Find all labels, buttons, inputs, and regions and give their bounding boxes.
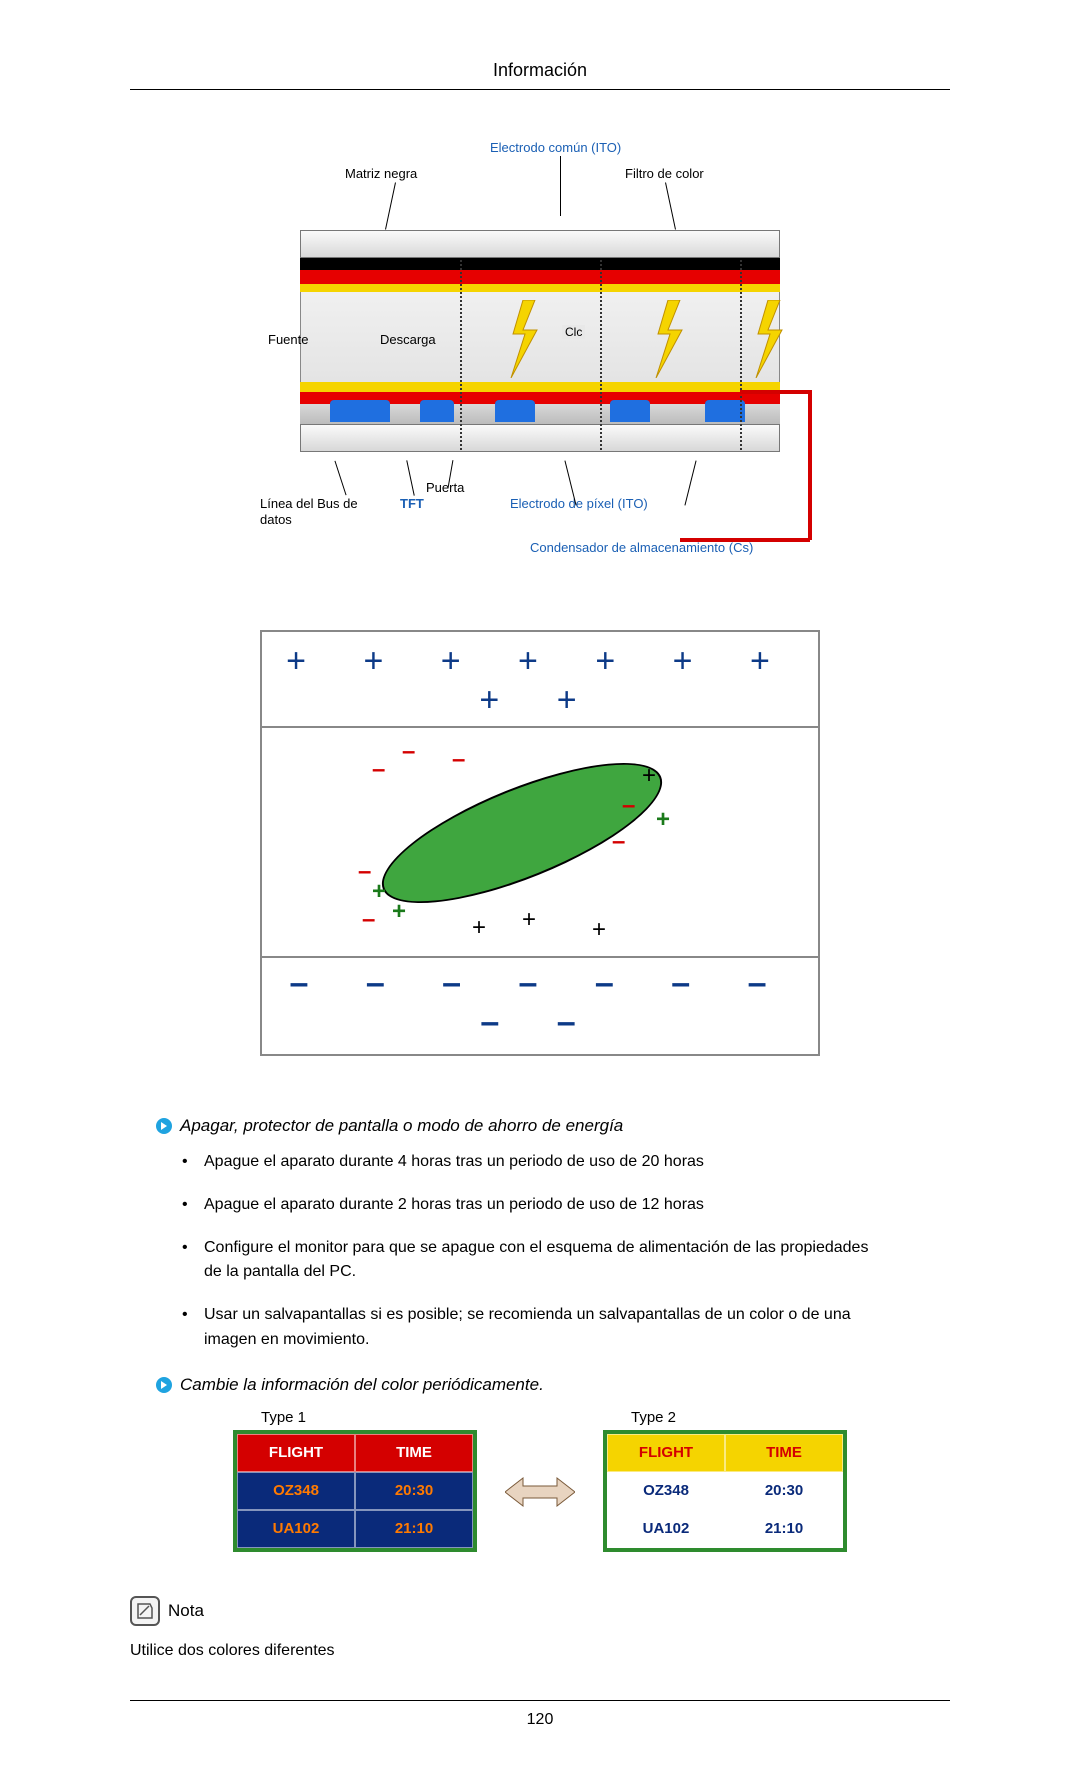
charge-symbol: – [612, 828, 625, 856]
label-condensador: Condensador de almacenamiento (Cs) [530, 540, 753, 555]
clc-bolt-icon [505, 300, 543, 378]
layer-ito-common [300, 284, 780, 292]
label-puerta: Puerta [426, 480, 464, 495]
type2-caption: Type 2 [631, 1409, 847, 1426]
note-icon [130, 1596, 160, 1626]
nota-heading: Nota [130, 1596, 950, 1626]
tft-electrode [705, 400, 745, 422]
list-item: Configure el monitor para que se apague … [176, 1236, 890, 1286]
tft-electrode [610, 400, 650, 422]
page-header-title: Información [130, 60, 950, 90]
tft-electrode [495, 400, 535, 422]
layer-stack: Clc [300, 230, 780, 470]
label-fuente: Fuente [268, 332, 308, 347]
charge-symbol: – [402, 738, 415, 766]
page-footer: 120 [130, 1700, 950, 1729]
charge-polarity-diagram: + + + + + + + + + –––+–+–+–+–+++ – – – –… [260, 630, 820, 1056]
tft-cross-section-diagram: Electrodo común (ITO) Matriz negra Filtr… [260, 140, 820, 590]
charge-symbol: + [656, 806, 670, 834]
table-cell: UA102 [607, 1510, 725, 1548]
clc-bolt-icon [650, 300, 688, 378]
label-filtro-color: Filtro de color [625, 166, 704, 181]
label-electrodo-comun: Electrodo común (ITO) [490, 140, 621, 155]
type1-flight-table: FLIGHTTIMEOZ34820:30UA10221:10 [233, 1430, 477, 1552]
list-item: Apague el aparato durante 4 horas tras u… [176, 1150, 890, 1175]
clc-bolt-icon [750, 300, 788, 378]
table-header-cell: TIME [725, 1434, 843, 1472]
arrow-bullet-icon [156, 1377, 172, 1393]
label-electrodo-pixel: Electrodo de píxel (ITO) [510, 496, 648, 511]
charge-symbol: – [362, 906, 375, 934]
top-plus-row: + + + + + + + + + [262, 632, 818, 728]
bottom-minus-row: – – – – – – – – – [262, 958, 818, 1054]
arrow-bullet-icon [156, 1118, 172, 1134]
type2-block: Type 2 FLIGHTTIMEOZ34820:30UA10221:10 [603, 1409, 847, 1552]
swap-arrow-icon [505, 1468, 575, 1516]
layer-black-matrix [300, 258, 780, 270]
table-header-cell: FLIGHT [607, 1434, 725, 1472]
section-title-color: Cambie la información del color periódic… [180, 1375, 544, 1395]
type1-block: Type 1 FLIGHTTIMEOZ34820:30UA10221:10 [233, 1409, 477, 1552]
color-types-comparison: Type 1 FLIGHTTIMEOZ34820:30UA10221:10 Ty… [130, 1409, 950, 1552]
label-clc: Clc [562, 325, 585, 339]
layer-color-filter [300, 270, 780, 284]
power-guidelines-list: Apague el aparato durante 4 horas tras u… [176, 1150, 890, 1353]
charge-symbol: + [372, 878, 386, 906]
type1-caption: Type 1 [261, 1409, 477, 1426]
label-linea-bus: Línea del Bus de datos [260, 496, 360, 529]
label-matriz-negra: Matriz negra [345, 166, 417, 181]
table-cell: 20:30 [355, 1472, 473, 1510]
table-header-cell: TIME [355, 1434, 473, 1472]
list-item: Apague el aparato durante 2 horas tras u… [176, 1193, 890, 1218]
charge-symbol: + [472, 914, 486, 942]
page-number: 120 [527, 1711, 554, 1728]
table-cell: 21:10 [725, 1510, 843, 1548]
charge-symbol: + [522, 906, 536, 934]
charge-symbol: + [592, 916, 606, 944]
section-heading-color: Cambie la información del color periódic… [156, 1375, 950, 1395]
table-cell: 21:10 [355, 1510, 473, 1548]
charge-symbol: – [358, 858, 371, 886]
table-cell: OZ348 [607, 1472, 725, 1510]
charge-symbol: + [642, 762, 656, 790]
list-item: Usar un salvapantallas si es posible; se… [176, 1303, 890, 1353]
tft-electrode [420, 400, 454, 422]
section-heading-power: Apagar, protector de pantalla o modo de … [156, 1116, 950, 1136]
table-header-cell: FLIGHT [237, 1434, 355, 1472]
charge-symbol: – [622, 792, 635, 820]
lc-molecule-area: –––+–+–+–+–+++ [262, 728, 818, 958]
nota-label: Nota [168, 1601, 204, 1621]
tft-electrode [330, 400, 390, 422]
section-title-power: Apagar, protector de pantalla o modo de … [180, 1116, 623, 1136]
table-cell: OZ348 [237, 1472, 355, 1510]
charge-symbol: + [392, 898, 406, 926]
type2-flight-table: FLIGHTTIMEOZ34820:30UA10221:10 [603, 1430, 847, 1552]
table-cell: UA102 [237, 1510, 355, 1548]
label-tft: TFT [400, 496, 424, 511]
table-cell: 20:30 [725, 1472, 843, 1510]
layer-ito-pixel [300, 382, 780, 392]
label-descarga: Descarga [380, 332, 436, 347]
charge-symbol: – [452, 746, 465, 774]
charge-symbol: – [372, 756, 385, 784]
layer-glass-bottom [300, 424, 780, 452]
layer-glass-top [300, 230, 780, 258]
nota-body-text: Utilice dos colores diferentes [130, 1642, 950, 1660]
